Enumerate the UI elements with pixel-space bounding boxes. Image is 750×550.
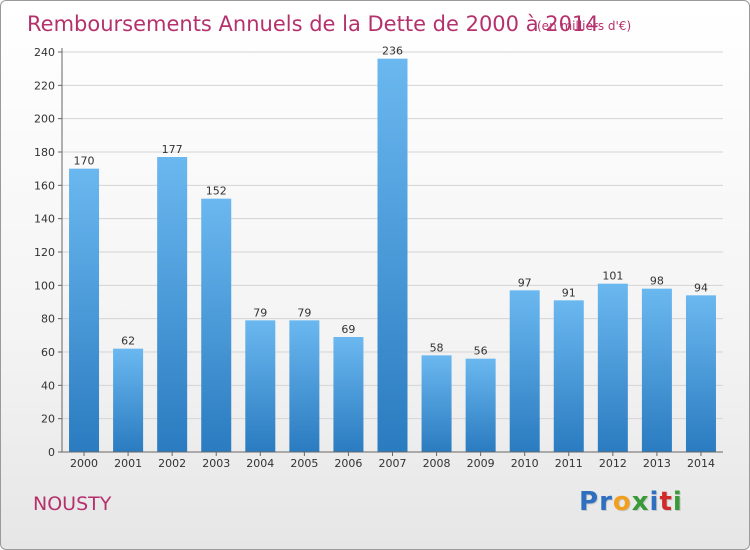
bar-layer: 170 62 177 152 79 79 69 236 58 56 97 91 101 98 94 xyxy=(69,45,716,453)
x-tick-label: 2004 xyxy=(246,457,274,470)
logo-letter: i xyxy=(649,487,660,517)
bar xyxy=(69,168,100,452)
bar xyxy=(377,58,408,453)
bar xyxy=(465,358,496,452)
commune-name: NOUSTY xyxy=(33,493,112,515)
bar-value-label: 236 xyxy=(382,45,403,58)
y-tick-label: 40 xyxy=(41,379,55,392)
bar xyxy=(597,283,628,452)
bar-value-label: 91 xyxy=(562,286,576,299)
logo-letter: t xyxy=(659,487,673,517)
bar-value-label: 170 xyxy=(74,155,95,168)
x-tick-label: 2000 xyxy=(70,457,98,470)
chart-subtitle: (en milliers d'€) xyxy=(537,19,631,33)
bar xyxy=(641,288,672,452)
bar xyxy=(157,157,188,452)
y-tick-label: 240 xyxy=(34,46,55,59)
logo-letter: x xyxy=(631,487,650,517)
bar-value-label: 152 xyxy=(206,185,227,198)
y-tick-label: 200 xyxy=(34,113,55,126)
y-tick-label: 120 xyxy=(34,246,55,259)
bar-value-label: 98 xyxy=(650,275,664,288)
logo-letter: i xyxy=(672,487,683,517)
bar xyxy=(509,290,540,452)
bar-value-label: 56 xyxy=(474,345,488,358)
x-tick-label: 2003 xyxy=(202,457,230,470)
chart-title: Remboursements Annuels de la Dette de 20… xyxy=(27,12,599,36)
x-tick-label: 2005 xyxy=(290,457,318,470)
y-tick-label: 160 xyxy=(34,179,55,192)
y-tick-label: 80 xyxy=(41,313,55,326)
proxiti-logo: Proxiti xyxy=(579,487,683,517)
x-tick-label: 2006 xyxy=(334,457,362,470)
y-tick-label: 60 xyxy=(41,346,55,359)
x-tick-label: 2014 xyxy=(687,457,715,470)
x-tick-label: 2002 xyxy=(158,457,186,470)
y-tick-label: 180 xyxy=(34,146,55,159)
x-tick-label: 2009 xyxy=(467,457,495,470)
x-tick-label: 2007 xyxy=(379,457,407,470)
bar xyxy=(201,198,232,452)
bar-value-label: 69 xyxy=(341,323,355,336)
y-tick-label: 140 xyxy=(34,213,55,226)
bar-value-label: 79 xyxy=(297,306,311,319)
y-tick-label: 0 xyxy=(48,446,55,459)
bar xyxy=(245,320,276,452)
logo-letter: o xyxy=(612,487,632,517)
x-tick-label: 2013 xyxy=(643,457,671,470)
bar-value-label: 79 xyxy=(253,306,267,319)
logo-letter: r xyxy=(599,487,613,517)
logo-letter: P xyxy=(579,487,600,517)
y-tick-label: 100 xyxy=(34,279,55,292)
bar-value-label: 101 xyxy=(602,270,623,283)
x-tick-label: 2010 xyxy=(511,457,539,470)
bar xyxy=(113,348,144,452)
y-tick-label: 220 xyxy=(34,79,55,92)
bar-value-label: 177 xyxy=(162,143,183,156)
x-tick-label: 2008 xyxy=(423,457,451,470)
bar-value-label: 62 xyxy=(121,335,135,348)
bar xyxy=(553,300,584,452)
y-tick-label: 20 xyxy=(41,413,55,426)
bar-value-label: 58 xyxy=(430,341,444,354)
bar-value-label: 97 xyxy=(518,276,532,289)
x-tick-label: 2012 xyxy=(599,457,627,470)
bar xyxy=(333,337,364,452)
bar-value-label: 94 xyxy=(694,281,708,294)
bar xyxy=(685,295,716,452)
bar xyxy=(421,355,452,452)
x-tick-label: 2011 xyxy=(555,457,583,470)
axis-layer: 0 20 40 60 80 100 120 140 160 180 200 220 240 2000 200… xyxy=(34,46,723,470)
bar xyxy=(289,320,320,452)
x-tick-label: 2001 xyxy=(114,457,142,470)
